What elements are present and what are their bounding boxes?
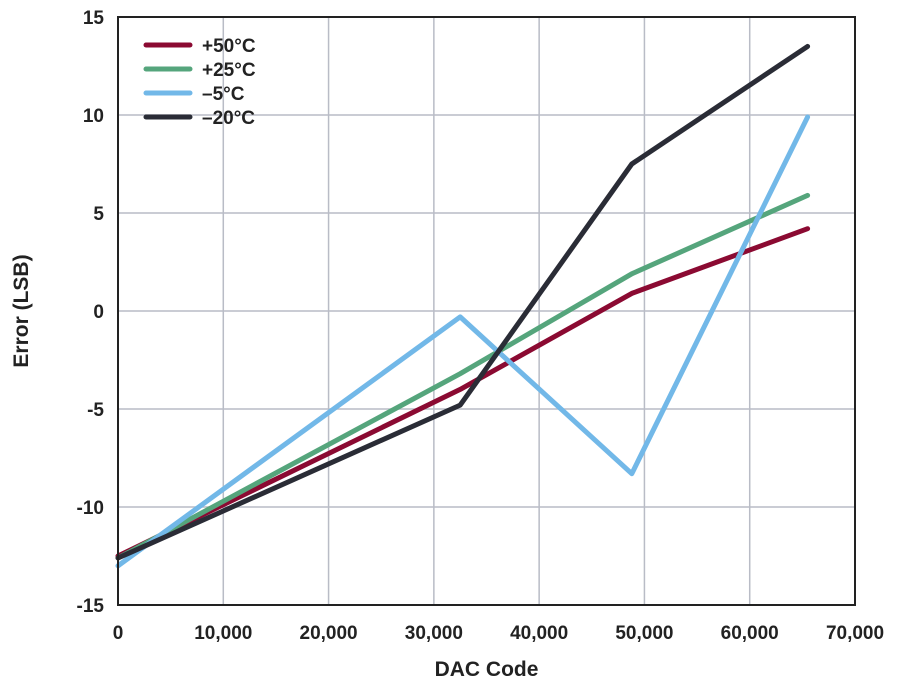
x-tick-label: 30,000 — [405, 623, 463, 644]
series-line — [115, 43, 811, 561]
y-tick-label: -10 — [77, 498, 104, 519]
y-tick-label: 15 — [83, 8, 105, 29]
x-tick-label: 50,000 — [615, 623, 673, 644]
series-line — [115, 192, 811, 561]
y-tick-label: -5 — [87, 400, 104, 421]
x-axis-ticks: 0 10,000 20,000 30,000 40,000 50,000 60,000 70,… — [113, 623, 884, 644]
x-axis-title: DAC Code — [435, 658, 539, 681]
legend-label: –5°C — [202, 84, 245, 105]
y-axis-ticks: 15 10 5 0 -5 -10 -15 — [77, 8, 105, 617]
x-tick-label: 40,000 — [510, 623, 568, 644]
series-lines — [115, 43, 811, 569]
x-tick-label: 20,000 — [300, 623, 358, 644]
y-tick-label: 10 — [83, 106, 104, 127]
series-line — [115, 114, 811, 569]
legend-label: +50°C — [202, 36, 256, 57]
y-axis-title: Error (LSB) — [10, 254, 33, 367]
y-tick-label: 5 — [93, 204, 104, 225]
plot-frame — [117, 16, 856, 606]
legend-label: –20°C — [202, 108, 255, 129]
y-tick-label: -15 — [77, 596, 105, 617]
legend-label: +25°C — [202, 60, 256, 81]
x-tick-label: 10,000 — [194, 623, 252, 644]
grid — [117, 16, 856, 606]
legend: +50°C +25°C –5°C –20°C — [143, 36, 256, 129]
series-line — [115, 226, 811, 559]
x-tick-label: 60,000 — [721, 623, 779, 644]
x-tick-label: 70,000 — [826, 623, 884, 644]
y-tick-label: 0 — [93, 302, 104, 323]
x-tick-label: 0 — [113, 623, 124, 644]
